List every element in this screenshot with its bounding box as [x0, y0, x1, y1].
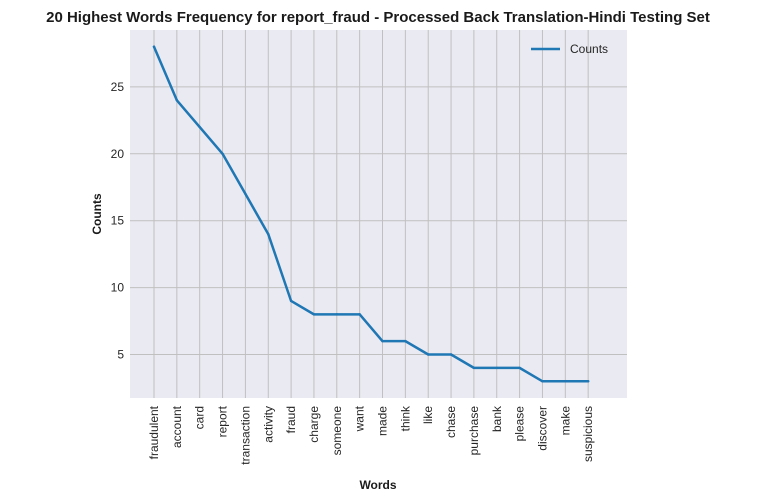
- plot-area: [130, 30, 627, 398]
- x-tick-label: charge: [307, 406, 321, 443]
- x-tick-label: card: [193, 406, 207, 429]
- chart-title: 20 Highest Words Frequency for report_fr…: [46, 9, 710, 26]
- data-point: [152, 45, 156, 48]
- x-tick-label: fraud: [284, 406, 298, 433]
- data-point: [335, 313, 338, 316]
- series-layer: [152, 45, 590, 383]
- x-axis-label: Words: [359, 478, 396, 492]
- x-tick-label: made: [376, 406, 390, 436]
- data-point: [449, 353, 453, 356]
- x-tick-label: purchase: [467, 406, 481, 456]
- x-tick-label: please: [513, 406, 527, 442]
- x-tick-label: suspicious: [581, 406, 595, 462]
- x-tick-label: think: [398, 405, 412, 431]
- y-axis-label: Counts: [90, 193, 104, 235]
- x-tick-label: account: [170, 405, 184, 448]
- x-tick-label: fraudulent: [147, 405, 161, 459]
- x-tick-label: want: [353, 405, 367, 432]
- data-point: [175, 99, 179, 102]
- data-point: [381, 339, 384, 343]
- x-tick-label: activity: [261, 406, 275, 443]
- data-point: [221, 152, 224, 155]
- x-tick-label: like: [421, 406, 435, 424]
- data-point: [564, 380, 567, 383]
- x-tick-label: make: [558, 406, 572, 436]
- x-tick-label: chase: [444, 406, 458, 438]
- data-point: [289, 299, 293, 303]
- grid-lines: [130, 30, 627, 398]
- x-tick-label: report: [216, 405, 230, 437]
- x-tick-labels: fraudulent account card report transaction ac…: [147, 405, 595, 465]
- data-point: [267, 232, 270, 236]
- data-point: [495, 366, 498, 370]
- y-tick-label: 10: [111, 281, 125, 295]
- data-point: [198, 125, 201, 129]
- data-point: [358, 313, 361, 316]
- data-point: [427, 353, 430, 356]
- legend: Counts: [531, 42, 608, 56]
- y-tick-label: 15: [111, 214, 125, 228]
- data-point: [586, 380, 590, 383]
- y-tick-labels: 5 10 15 20 25: [111, 80, 125, 362]
- legend-label-counts: Counts: [570, 42, 608, 56]
- y-tick-label: 25: [111, 80, 125, 94]
- series-line-counts: [152, 45, 590, 383]
- x-tick-label: bank: [490, 405, 504, 432]
- data-point: [472, 366, 476, 370]
- y-tick-label: 5: [117, 348, 124, 362]
- y-tick-label: 20: [111, 147, 125, 161]
- x-tick-label: someone: [330, 406, 344, 456]
- x-tick-label: discover: [535, 406, 549, 451]
- x-tick-label: transaction: [238, 406, 252, 465]
- data-point: [404, 339, 407, 343]
- data-point: [518, 366, 521, 370]
- data-point: [541, 380, 544, 383]
- data-point: [312, 313, 316, 316]
- data-point: [244, 192, 247, 196]
